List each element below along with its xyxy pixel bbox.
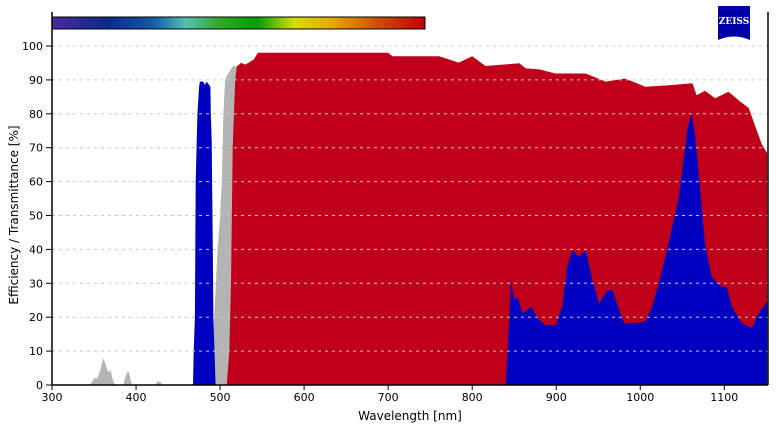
gridlines xyxy=(52,45,768,352)
x-tick-label: 500 xyxy=(210,391,231,404)
y-tick-label: 100 xyxy=(22,40,43,53)
axes: 0 10 20 30 40 50 60 70 80 90 100 300 400 500 600 700 800… xyxy=(22,12,769,404)
series-areas xyxy=(89,52,768,386)
y-tick-label: 60 xyxy=(29,176,43,189)
y-axis-label: Efficiency / Transmittance [%] xyxy=(7,125,21,304)
svg-text:ZEISS: ZEISS xyxy=(719,17,749,27)
series-0-area-0 xyxy=(89,357,116,385)
y-tick-label: 0 xyxy=(36,379,43,392)
series-0-area-1 xyxy=(123,371,133,385)
series-1-area-0 xyxy=(226,52,768,386)
y-tick-label: 90 xyxy=(29,74,43,87)
x-tick-label: 600 xyxy=(294,391,315,404)
y-tick-label: 10 xyxy=(29,345,43,358)
series-2-area-0 xyxy=(193,81,216,385)
x-tick-label: 1100 xyxy=(710,391,738,404)
x-tick-label: 900 xyxy=(546,391,567,404)
zeiss-logo: ZEISS xyxy=(718,6,750,40)
x-tick-label: 400 xyxy=(126,391,147,404)
x-tick-label: 300 xyxy=(42,391,63,404)
y-tick-label: 30 xyxy=(29,277,43,290)
spectrum-colorbar xyxy=(51,16,426,30)
y-tick-label: 80 xyxy=(29,108,43,121)
y-tick-label: 70 xyxy=(29,142,43,155)
y-tick-label: 40 xyxy=(29,243,43,256)
x-axis-label: Wavelength [nm] xyxy=(358,409,462,423)
x-tick-label: 1000 xyxy=(626,391,654,404)
x-tick-label: 700 xyxy=(378,391,399,404)
x-tick-label: 800 xyxy=(462,391,483,404)
y-tick-label: 20 xyxy=(29,311,43,324)
y-tick-label: 50 xyxy=(29,210,43,223)
series-0-area-2 xyxy=(155,381,163,385)
